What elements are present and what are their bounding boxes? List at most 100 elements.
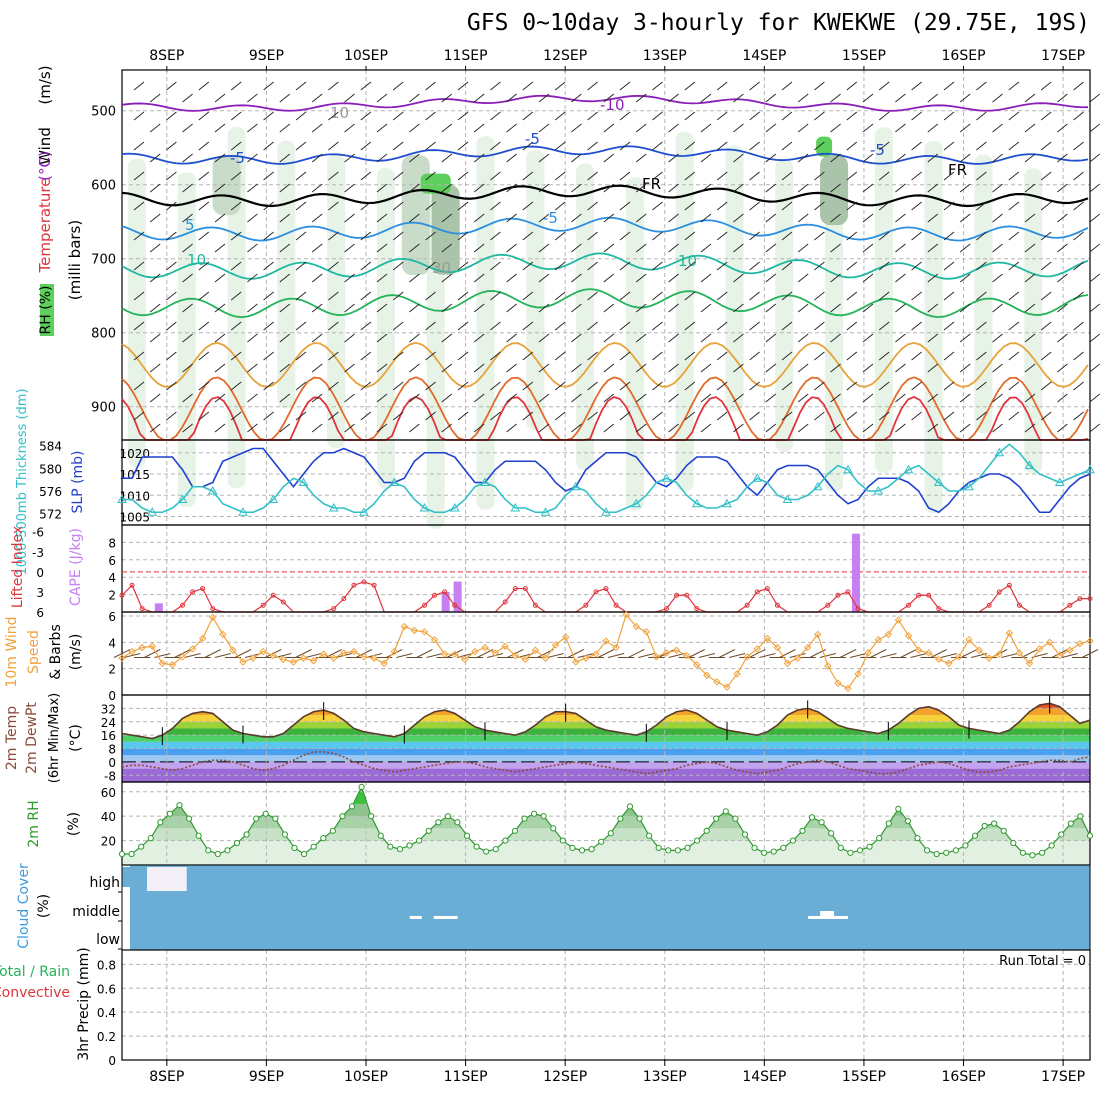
wind-barb: [959, 213, 971, 223]
wind-barb: [198, 81, 210, 91]
panel-frame: [121, 949, 1091, 1061]
wind-barb: [911, 351, 922, 361]
wind-barb: [652, 321, 663, 331]
lifted-marker: [684, 592, 690, 598]
ylabel-temp-units: (°C): [36, 151, 54, 181]
wind-marker: [501, 642, 509, 650]
wind-barb: [360, 231, 372, 241]
wind-barb: [328, 381, 339, 391]
lifted-marker: [200, 586, 206, 592]
wind-barb: [911, 171, 922, 181]
wind-barb: [166, 231, 177, 241]
lifted-marker: [825, 602, 831, 608]
wind-barb: [878, 381, 890, 391]
wind-barb: [684, 291, 696, 301]
thickness-marker: [449, 502, 460, 512]
wind-barb: [1008, 381, 1020, 391]
wind-marker: [471, 647, 479, 656]
wind-barb: [684, 261, 696, 271]
wind-barb: [571, 423, 582, 433]
wind-barb: [133, 231, 145, 241]
lifted-marker: [502, 599, 508, 605]
wind-marker: [370, 654, 378, 662]
upper-air-panel: 500 600 700 800 900 -10 -5 -5 -5 5 -5 10 10 FR FR 10 30 W…: [36, 65, 1100, 529]
wind-barb: [376, 93, 388, 103]
wind-barb: [846, 201, 858, 211]
wind-barb: [943, 111, 955, 121]
wind-barb: [959, 303, 971, 313]
wind-barb: [522, 171, 534, 181]
isotherm-line: [121, 145, 1089, 165]
wind-barb: [538, 123, 550, 133]
wind-barb: [862, 333, 874, 343]
wind-barb: [198, 141, 210, 151]
ylabel-cloud: Cloud Cover: [16, 863, 32, 949]
wind-barb: [441, 363, 453, 373]
rh-blob: [825, 172, 844, 492]
date-label-bottom: 9SEP: [249, 1069, 284, 1085]
wind-barb: [571, 213, 582, 223]
wind-barb: [198, 291, 210, 301]
wind-barb: [538, 153, 550, 163]
wind-barb: [441, 423, 453, 433]
temp-band: [122, 735, 1090, 742]
wind-barb: [668, 93, 679, 103]
lifted-marker: [754, 589, 760, 595]
wind-barb: [409, 123, 420, 133]
wind-barb: [716, 111, 728, 121]
wind-barb: [344, 423, 355, 433]
wind-barb: [554, 141, 566, 151]
lifted-marker: [331, 606, 337, 612]
wind-barb: [603, 213, 615, 223]
wind-marker: [955, 653, 963, 661]
rh-marker: [626, 803, 634, 810]
wind-barb-10m: [668, 653, 685, 658]
wind-barb: [295, 231, 307, 241]
wind-barb: [1057, 123, 1068, 133]
wind-barb: [684, 381, 696, 391]
wind-barb: [733, 123, 744, 133]
wind-barb: [247, 183, 258, 193]
wind-barb: [733, 273, 744, 283]
date-label-top: 16SEP: [942, 48, 986, 64]
thickness-marker: [1054, 477, 1065, 486]
wind-barb: [911, 231, 922, 241]
wind-barb: [490, 291, 501, 301]
wind-barb: [490, 321, 501, 331]
wind-barb: [344, 93, 355, 103]
rh-marker: [952, 847, 959, 854]
wind-barb: [797, 243, 809, 253]
ylabel-rh2m-units: (%): [66, 812, 82, 836]
rh-blob: [476, 136, 495, 510]
cape-bar: [851, 533, 860, 612]
wind-barb: [959, 93, 971, 103]
wind-barb: [943, 411, 955, 421]
wind-barb: [749, 111, 760, 121]
lifted-marker: [371, 582, 377, 588]
wind-marker: [914, 646, 923, 654]
wind-barb: [230, 171, 242, 181]
wind-barb: [911, 381, 922, 391]
wind-barb: [457, 201, 469, 211]
rh-marker: [272, 815, 279, 822]
wind-barb: [538, 303, 550, 313]
wind-marker: [209, 613, 217, 622]
rh-tick-label: 40: [101, 810, 116, 824]
wind-barb: [554, 411, 566, 421]
rh-blob-dark: [401, 155, 430, 276]
top-date-axis: 8SEP 9SEP 10SEP 11SEP 12SEP 13SEP 14SEP 15SEP 16…: [149, 48, 1085, 72]
wind-barb: [878, 201, 890, 211]
wind-marker: [178, 653, 187, 661]
rh-marker: [348, 803, 356, 810]
wind-barb: [522, 381, 534, 391]
thickness-marker: [328, 502, 339, 512]
rh-marker: [502, 837, 509, 844]
wind-barb: [846, 411, 858, 421]
wind-barb: [830, 363, 841, 373]
wind-barb: [765, 333, 777, 343]
contour-label: -5: [543, 209, 558, 227]
wind-barb-10m: [396, 653, 413, 658]
cloud-middle-bump: [820, 911, 835, 917]
wind-marker: [168, 661, 177, 669]
wind-barb: [733, 303, 744, 313]
